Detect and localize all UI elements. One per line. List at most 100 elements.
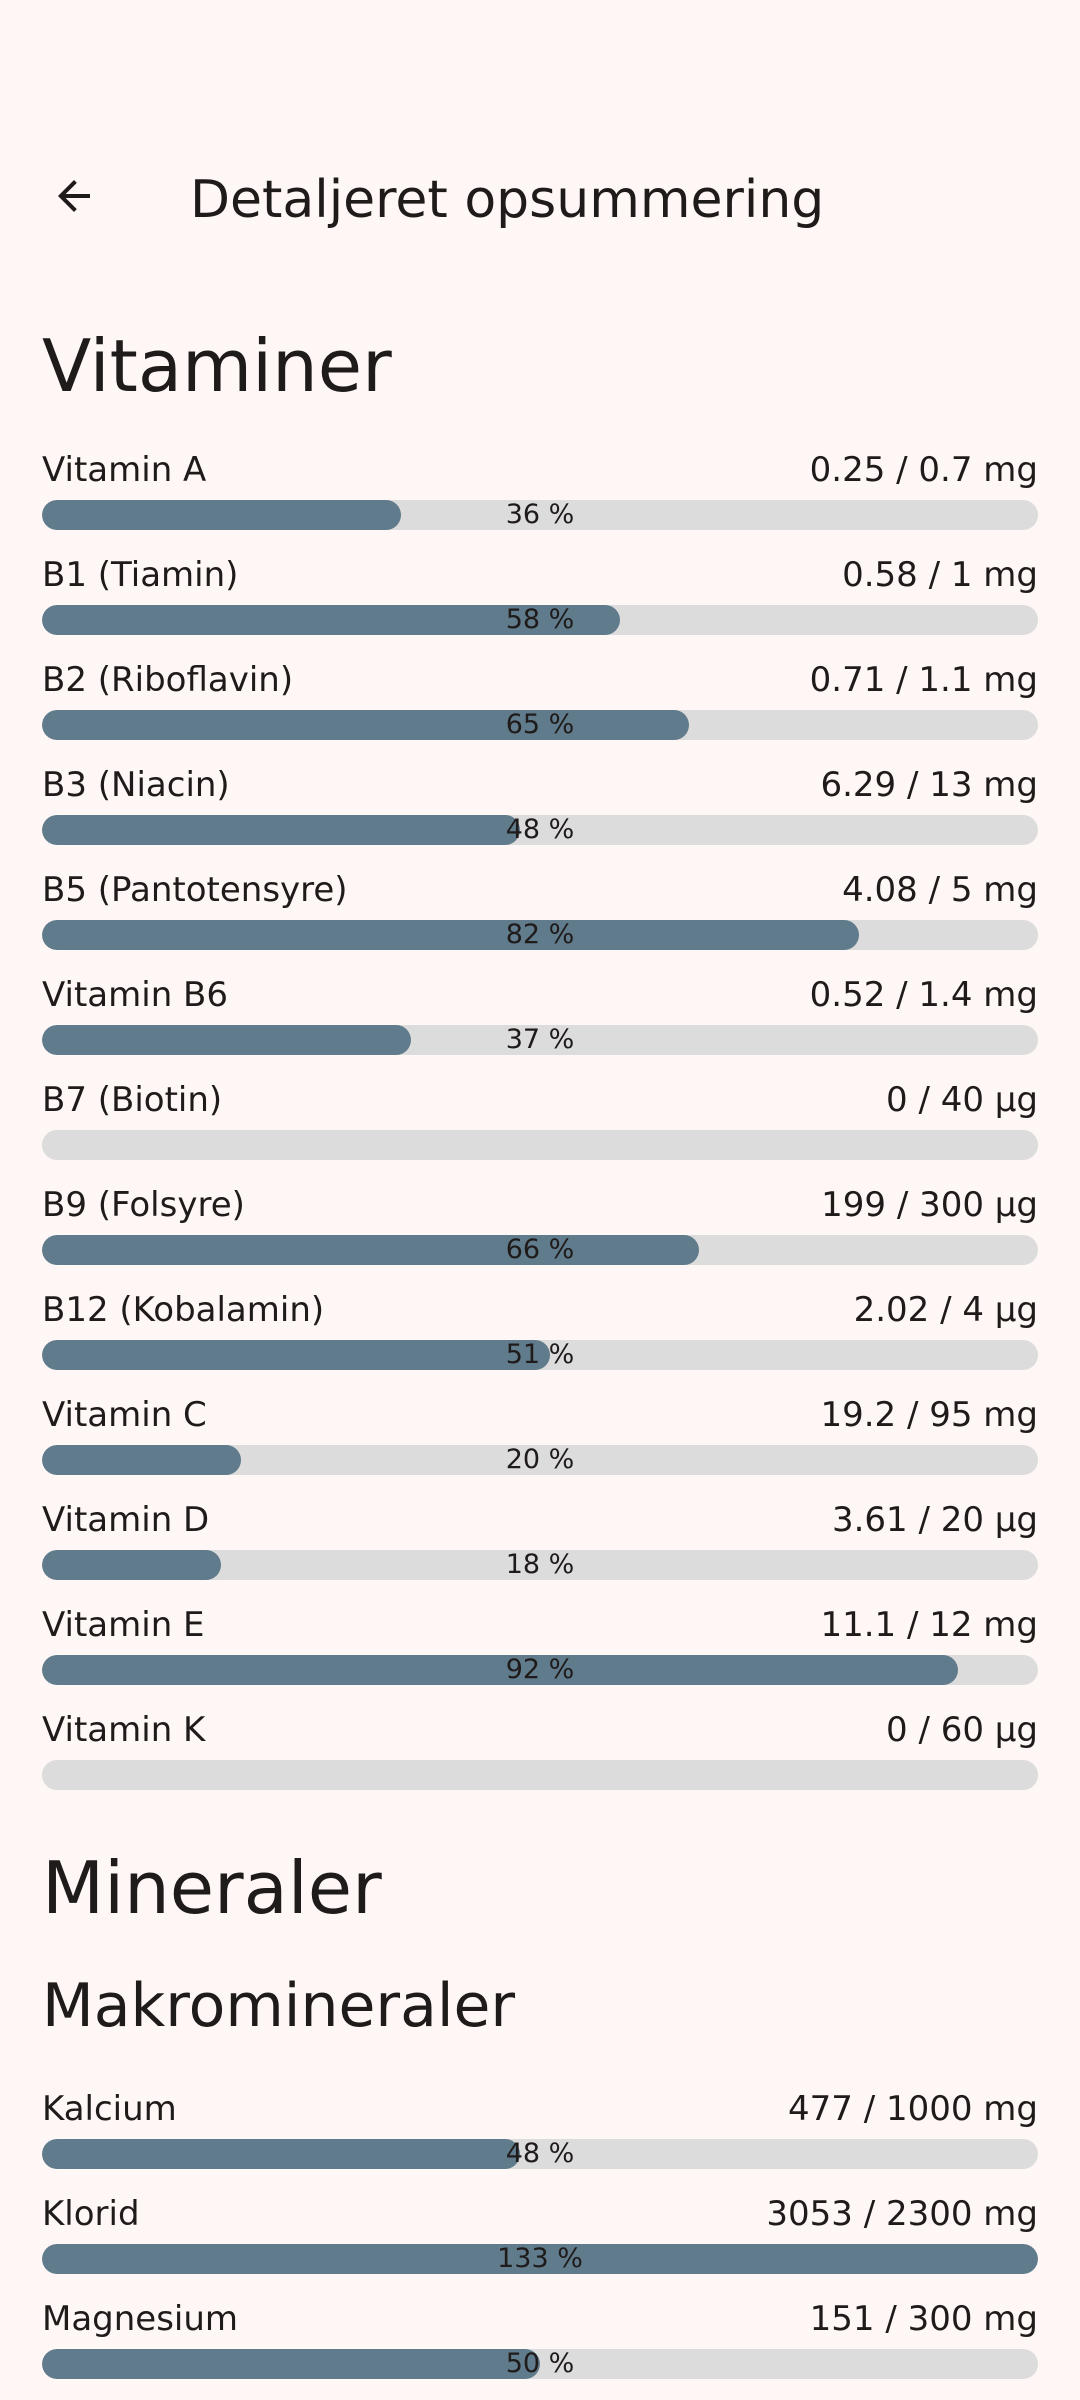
progress-bar: 18 % xyxy=(42,1550,1038,1580)
progress-bar: 37 % xyxy=(42,1025,1038,1055)
progress-bar xyxy=(42,1130,1038,1160)
minerals-heading: Mineraler xyxy=(42,1846,382,1930)
macrominerals-heading: Makromineraler xyxy=(42,1971,516,2041)
nutrient-row: B3 (Niacin) 6.29 / 13 mg 48 % xyxy=(42,761,1038,866)
nutrient-row: B12 (Kobalamin) 2.02 / 4 µg 51 % xyxy=(42,1286,1038,1391)
progress-percent-label xyxy=(42,1130,1038,1160)
nutrient-row: B1 (Tiamin) 0.58 / 1 mg 58 % xyxy=(42,551,1038,656)
progress-bar-fill xyxy=(42,1025,411,1055)
nutrient-name: Vitamin B6 xyxy=(42,975,229,1015)
arrow-left-icon xyxy=(50,172,98,224)
progress-percent-label: 58 % xyxy=(505,605,575,635)
page-title: Detaljeret opsummering xyxy=(190,170,825,230)
progress-bar: 92 % xyxy=(42,1655,1038,1685)
nutrient-amount: 0.52 / 1.4 mg xyxy=(809,975,1038,1015)
nutrient-amount: 0.58 / 1 mg xyxy=(842,555,1038,595)
nutrient-row: B9 (Folsyre) 199 / 300 µg 66 % xyxy=(42,1181,1038,1286)
nutrient-name: Vitamin K xyxy=(42,1710,206,1750)
progress-percent-label xyxy=(42,1760,1038,1790)
progress-bar: 58 % xyxy=(42,605,1038,635)
nutrient-amount: 151 / 300 mg xyxy=(809,2299,1038,2339)
progress-percent-label: 37 % xyxy=(505,1025,575,1055)
progress-bar-fill xyxy=(42,1445,242,1475)
nutrient-amount: 199 / 300 µg xyxy=(821,1185,1038,1225)
nutrient-name: B9 (Folsyre) xyxy=(42,1185,245,1225)
nutrient-amount: 11.1 / 12 mg xyxy=(820,1605,1038,1645)
nutrient-amount: 0.25 / 0.7 mg xyxy=(809,450,1038,490)
progress-bar: 50 % xyxy=(42,2349,1038,2379)
nutrient-row: Vitamin K 0 / 60 µg xyxy=(42,1706,1038,1811)
progress-percent-label: 48 % xyxy=(505,2139,575,2169)
mineral-list: Kalcium 477 / 1000 mg 48 % Klorid 3053 / 230… xyxy=(42,2085,1038,2400)
progress-percent-label: 92 % xyxy=(505,1655,575,1685)
progress-bar xyxy=(42,1760,1038,1790)
nutrient-name: B5 (Pantotensyre) xyxy=(42,870,348,910)
progress-percent-label: 48 % xyxy=(505,815,575,845)
progress-bar-fill xyxy=(42,920,859,950)
nutrient-name: B12 (Kobalamin) xyxy=(42,1290,325,1330)
nutrient-name: B1 (Tiamin) xyxy=(42,555,239,595)
progress-percent-label: 66 % xyxy=(505,1235,575,1265)
nutrient-amount: 0 / 40 µg xyxy=(886,1080,1038,1120)
nutrient-row: Kalcium 477 / 1000 mg 48 % xyxy=(42,2085,1038,2190)
nutrient-row: Magnesium 151 / 300 mg 50 % xyxy=(42,2295,1038,2400)
nutrient-amount: 19.2 / 95 mg xyxy=(820,1395,1038,1435)
nutrient-name: B2 (Riboflavin) xyxy=(42,660,294,700)
progress-percent-label: 36 % xyxy=(505,500,575,530)
back-button[interactable] xyxy=(36,160,112,236)
progress-bar: 36 % xyxy=(42,500,1038,530)
nutrient-name: Vitamin E xyxy=(42,1605,205,1645)
progress-percent-label: 20 % xyxy=(505,1445,575,1475)
vitamins-heading: Vitaminer xyxy=(42,324,392,408)
nutrient-amount: 4.08 / 5 mg xyxy=(842,870,1038,910)
progress-percent-label: 50 % xyxy=(505,2349,575,2379)
progress-bar: 82 % xyxy=(42,920,1038,950)
nutrient-name: Magnesium xyxy=(42,2299,239,2339)
progress-percent-label: 65 % xyxy=(505,710,575,740)
progress-bar-fill xyxy=(42,1340,550,1370)
progress-bar: 65 % xyxy=(42,710,1038,740)
progress-percent-label: 82 % xyxy=(505,920,575,950)
nutrient-amount: 3053 / 2300 mg xyxy=(766,2194,1038,2234)
nutrient-row: Vitamin D 3.61 / 20 µg 18 % xyxy=(42,1496,1038,1601)
progress-bar-fill xyxy=(42,2349,540,2379)
nutrient-amount: 6.29 / 13 mg xyxy=(820,765,1038,805)
progress-percent-label: 51 % xyxy=(505,1340,575,1370)
progress-bar: 48 % xyxy=(42,2139,1038,2169)
progress-percent-label: 133 % xyxy=(497,2244,583,2274)
nutrient-name: B3 (Niacin) xyxy=(42,765,230,805)
nutrient-name: B7 (Biotin) xyxy=(42,1080,223,1120)
progress-bar-fill xyxy=(42,1235,700,1265)
progress-bar-fill xyxy=(42,710,690,740)
progress-bar: 66 % xyxy=(42,1235,1038,1265)
nutrient-amount: 2.02 / 4 µg xyxy=(853,1290,1038,1330)
progress-bar: 48 % xyxy=(42,815,1038,845)
nutrient-name: Vitamin D xyxy=(42,1500,210,1540)
progress-percent-label: 18 % xyxy=(505,1550,575,1580)
vitamin-list: Vitamin A 0.25 / 0.7 mg 36 % B1 (Tiamin) 0.5… xyxy=(42,446,1038,1811)
progress-bar-fill xyxy=(42,1655,959,1685)
progress-bar-fill xyxy=(42,815,521,845)
progress-bar-fill xyxy=(42,500,401,530)
progress-bar-fill xyxy=(42,605,620,635)
nutrient-row: B2 (Riboflavin) 0.71 / 1.1 mg 65 % xyxy=(42,656,1038,761)
nutrient-name: Klorid xyxy=(42,2194,140,2234)
nutrient-name: Vitamin A xyxy=(42,450,207,490)
nutrient-amount: 477 / 1000 mg xyxy=(787,2089,1038,2129)
progress-bar-fill xyxy=(42,2139,521,2169)
top-app-bar: Detaljeret opsummering xyxy=(0,0,1080,260)
nutrient-name: Vitamin C xyxy=(42,1395,207,1435)
progress-bar-fill xyxy=(42,2244,1038,2274)
nutrient-row: B5 (Pantotensyre) 4.08 / 5 mg 82 % xyxy=(42,866,1038,971)
nutrient-amount: 3.61 / 20 µg xyxy=(831,1500,1038,1540)
nutrient-row: Vitamin A 0.25 / 0.7 mg 36 % xyxy=(42,446,1038,551)
progress-bar: 51 % xyxy=(42,1340,1038,1370)
nutrient-row: Vitamin E 11.1 / 12 mg 92 % xyxy=(42,1601,1038,1706)
progress-bar: 20 % xyxy=(42,1445,1038,1475)
progress-bar-fill xyxy=(42,1550,222,1580)
nutrient-amount: 0.71 / 1.1 mg xyxy=(809,660,1038,700)
progress-bar: 133 % xyxy=(42,2244,1038,2274)
nutrient-row: Klorid 3053 / 2300 mg 133 % xyxy=(42,2190,1038,2295)
nutrient-row: B7 (Biotin) 0 / 40 µg xyxy=(42,1076,1038,1181)
nutrient-row: Vitamin B6 0.52 / 1.4 mg 37 % xyxy=(42,971,1038,1076)
